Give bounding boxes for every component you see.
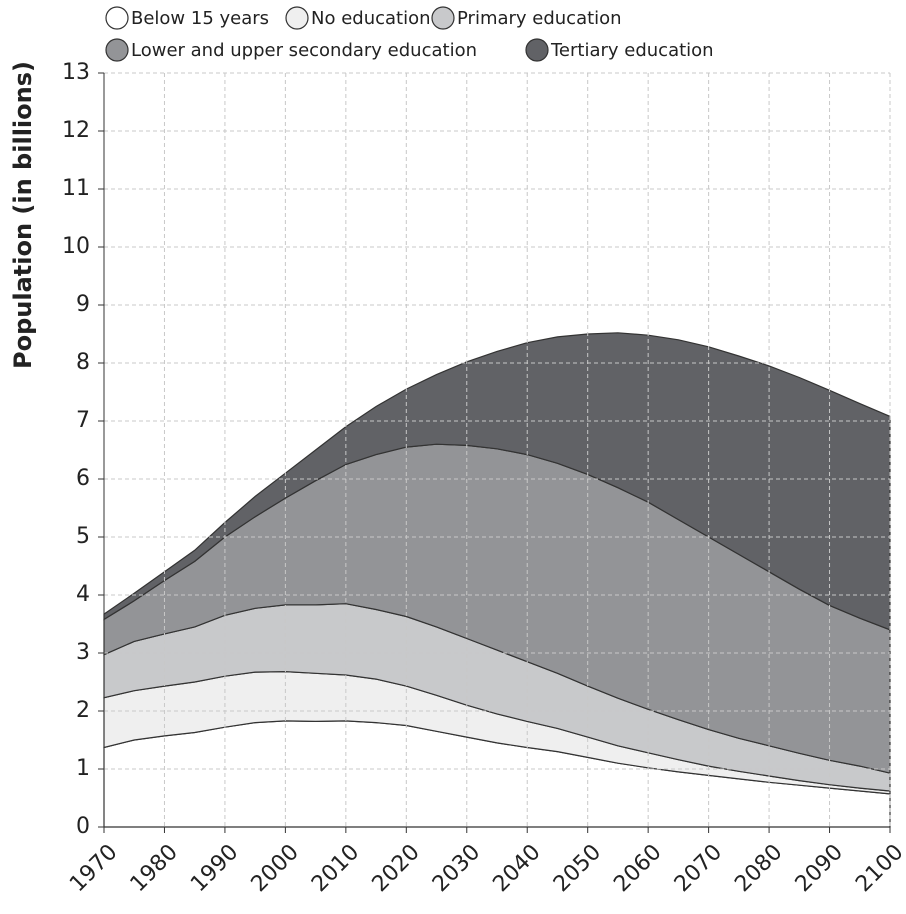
y-tick-label: 11 [62,176,90,201]
legend-label: No education [311,8,431,29]
x-tick-label: 2050 [549,840,606,897]
legend-label: Below 15 years [131,8,269,29]
y-tick-label: 2 [76,698,90,723]
legend-swatch [525,38,549,62]
legend-label: Primary education [457,8,622,29]
y-tick-label: 1 [76,756,90,781]
x-tick-label: 2070 [670,840,727,897]
legend-label: Tertiary education [550,40,714,61]
x-tick-label: 2100 [851,840,906,897]
legend-swatch [105,6,129,30]
x-tick-label: 2030 [428,840,485,897]
legend-swatch [431,6,455,30]
y-axis-title: Population (in billions) [9,61,37,369]
x-tick-label: 1970 [65,840,122,897]
x-tick-label: 2020 [368,840,425,897]
y-tick-label: 3 [76,640,90,665]
y-tick-label: 10 [62,234,90,259]
legend-swatch [285,6,309,30]
x-tick-label: 1990 [186,840,243,897]
x-tick-label: 2060 [609,840,666,897]
x-tick-label: 1980 [126,840,183,897]
areas [103,332,891,828]
y-tick-label: 9 [76,292,90,317]
y-tick-label: 13 [62,60,90,85]
y-tick-label: 4 [76,582,90,607]
y-tick-label: 7 [76,408,90,433]
y-tick-label: 6 [76,466,90,491]
y-tick-label: 5 [76,524,90,549]
x-tick-label: 2090 [791,840,848,897]
y-tick-label: 12 [62,118,90,143]
y-tick-label: 8 [76,350,90,375]
x-tick-label: 2040 [488,840,545,897]
legend-swatch [105,38,129,62]
x-tick-label: 2010 [307,840,364,897]
x-tick-label: 2080 [730,840,787,897]
y-tick-label: 0 [76,814,90,839]
legend-label: Lower and upper secondary education [131,40,477,61]
x-tick-label: 2000 [247,840,304,897]
